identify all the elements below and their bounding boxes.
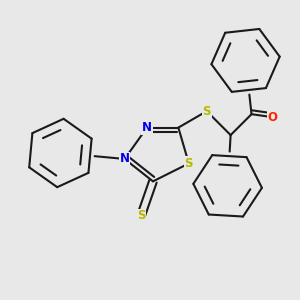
Text: S: S (202, 105, 211, 118)
Text: N: N (120, 152, 130, 166)
Text: S: S (184, 157, 193, 170)
Text: N: N (142, 121, 152, 134)
Text: O: O (267, 111, 278, 124)
Text: S: S (137, 209, 145, 222)
